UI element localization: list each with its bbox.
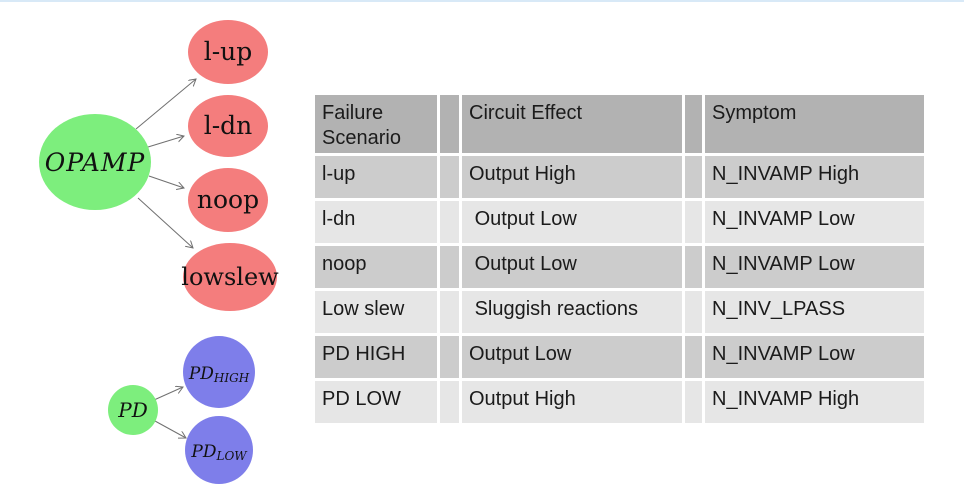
cell-scenario: l-dn bbox=[315, 201, 437, 243]
cell-spacer bbox=[440, 201, 459, 243]
cell-effect: Output High bbox=[462, 381, 682, 423]
node-lup: l-up bbox=[188, 20, 268, 84]
cell-spacer bbox=[440, 246, 459, 288]
node-pd: PD bbox=[108, 385, 158, 435]
header-failure-scenario: Failure Scenario bbox=[315, 95, 437, 153]
node-pd-low-label: PDLOW bbox=[190, 442, 248, 463]
top-edge-line bbox=[0, 0, 964, 2]
cell-spacer bbox=[685, 156, 702, 198]
arrow-opamp-lup bbox=[135, 79, 196, 130]
failure-table: Failure Scenario Circuit Effect Symptom … bbox=[315, 95, 924, 423]
arrow-opamp-noop bbox=[148, 175, 184, 188]
node-lowslew: lowslew bbox=[181, 243, 279, 311]
opamp-arrows bbox=[135, 79, 196, 248]
cell-scenario: noop bbox=[315, 246, 437, 288]
fault-tree-diagram: OPAMP l-up l-dn noop lowslew PD PDH bbox=[39, 20, 279, 484]
pd-arrows bbox=[153, 387, 186, 438]
cell-spacer bbox=[685, 291, 702, 333]
node-pd-high-label: PDHIGH bbox=[188, 364, 250, 385]
cell-scenario: l-up bbox=[315, 156, 437, 198]
cell-symptom: N_INVAMP Low bbox=[705, 201, 924, 243]
cell-effect: Output High bbox=[462, 156, 682, 198]
header-spacer-2 bbox=[685, 95, 702, 153]
node-ldn: l-dn bbox=[188, 95, 268, 157]
arrow-opamp-ldn bbox=[147, 136, 184, 148]
node-opamp: OPAMP bbox=[39, 114, 151, 210]
node-ldn-label: l-dn bbox=[204, 111, 253, 140]
cell-effect: Output Low bbox=[462, 246, 682, 288]
cell-spacer bbox=[440, 336, 459, 378]
cell-spacer bbox=[685, 336, 702, 378]
header-spacer-1 bbox=[440, 95, 459, 153]
node-pd-high: PDHIGH bbox=[183, 336, 255, 408]
cell-symptom: N_INVAMP High bbox=[705, 156, 924, 198]
cell-effect: Output Low bbox=[462, 201, 682, 243]
node-lowslew-label: lowslew bbox=[181, 263, 279, 291]
cell-spacer bbox=[685, 201, 702, 243]
node-opamp-label: OPAMP bbox=[45, 148, 146, 177]
node-lup-label: l-up bbox=[204, 37, 253, 66]
header-circuit-effect: Circuit Effect bbox=[462, 95, 682, 153]
arrow-pd-high bbox=[153, 387, 183, 401]
cell-scenario: Low slew bbox=[315, 291, 437, 333]
cell-spacer bbox=[440, 291, 459, 333]
cell-symptom: N_INV_LPASS bbox=[705, 291, 924, 333]
node-noop-label: noop bbox=[197, 185, 259, 214]
cell-scenario: PD LOW bbox=[315, 381, 437, 423]
header-symptom: Symptom bbox=[705, 95, 924, 153]
node-noop: noop bbox=[188, 168, 268, 232]
cell-symptom: N_INVAMP Low bbox=[705, 336, 924, 378]
cell-spacer bbox=[685, 381, 702, 423]
arrow-pd-low bbox=[154, 420, 186, 438]
cell-symptom: N_INVAMP Low bbox=[705, 246, 924, 288]
node-pd-low: PDLOW bbox=[185, 416, 253, 484]
cell-scenario: PD HIGH bbox=[315, 336, 437, 378]
arrow-opamp-lowslew bbox=[137, 197, 193, 248]
cell-spacer bbox=[440, 156, 459, 198]
node-pd-label: PD bbox=[117, 398, 148, 422]
cell-spacer bbox=[440, 381, 459, 423]
cell-effect: Sluggish reactions bbox=[462, 291, 682, 333]
cell-effect: Output Low bbox=[462, 336, 682, 378]
cell-spacer bbox=[685, 246, 702, 288]
cell-symptom: N_INVAMP High bbox=[705, 381, 924, 423]
